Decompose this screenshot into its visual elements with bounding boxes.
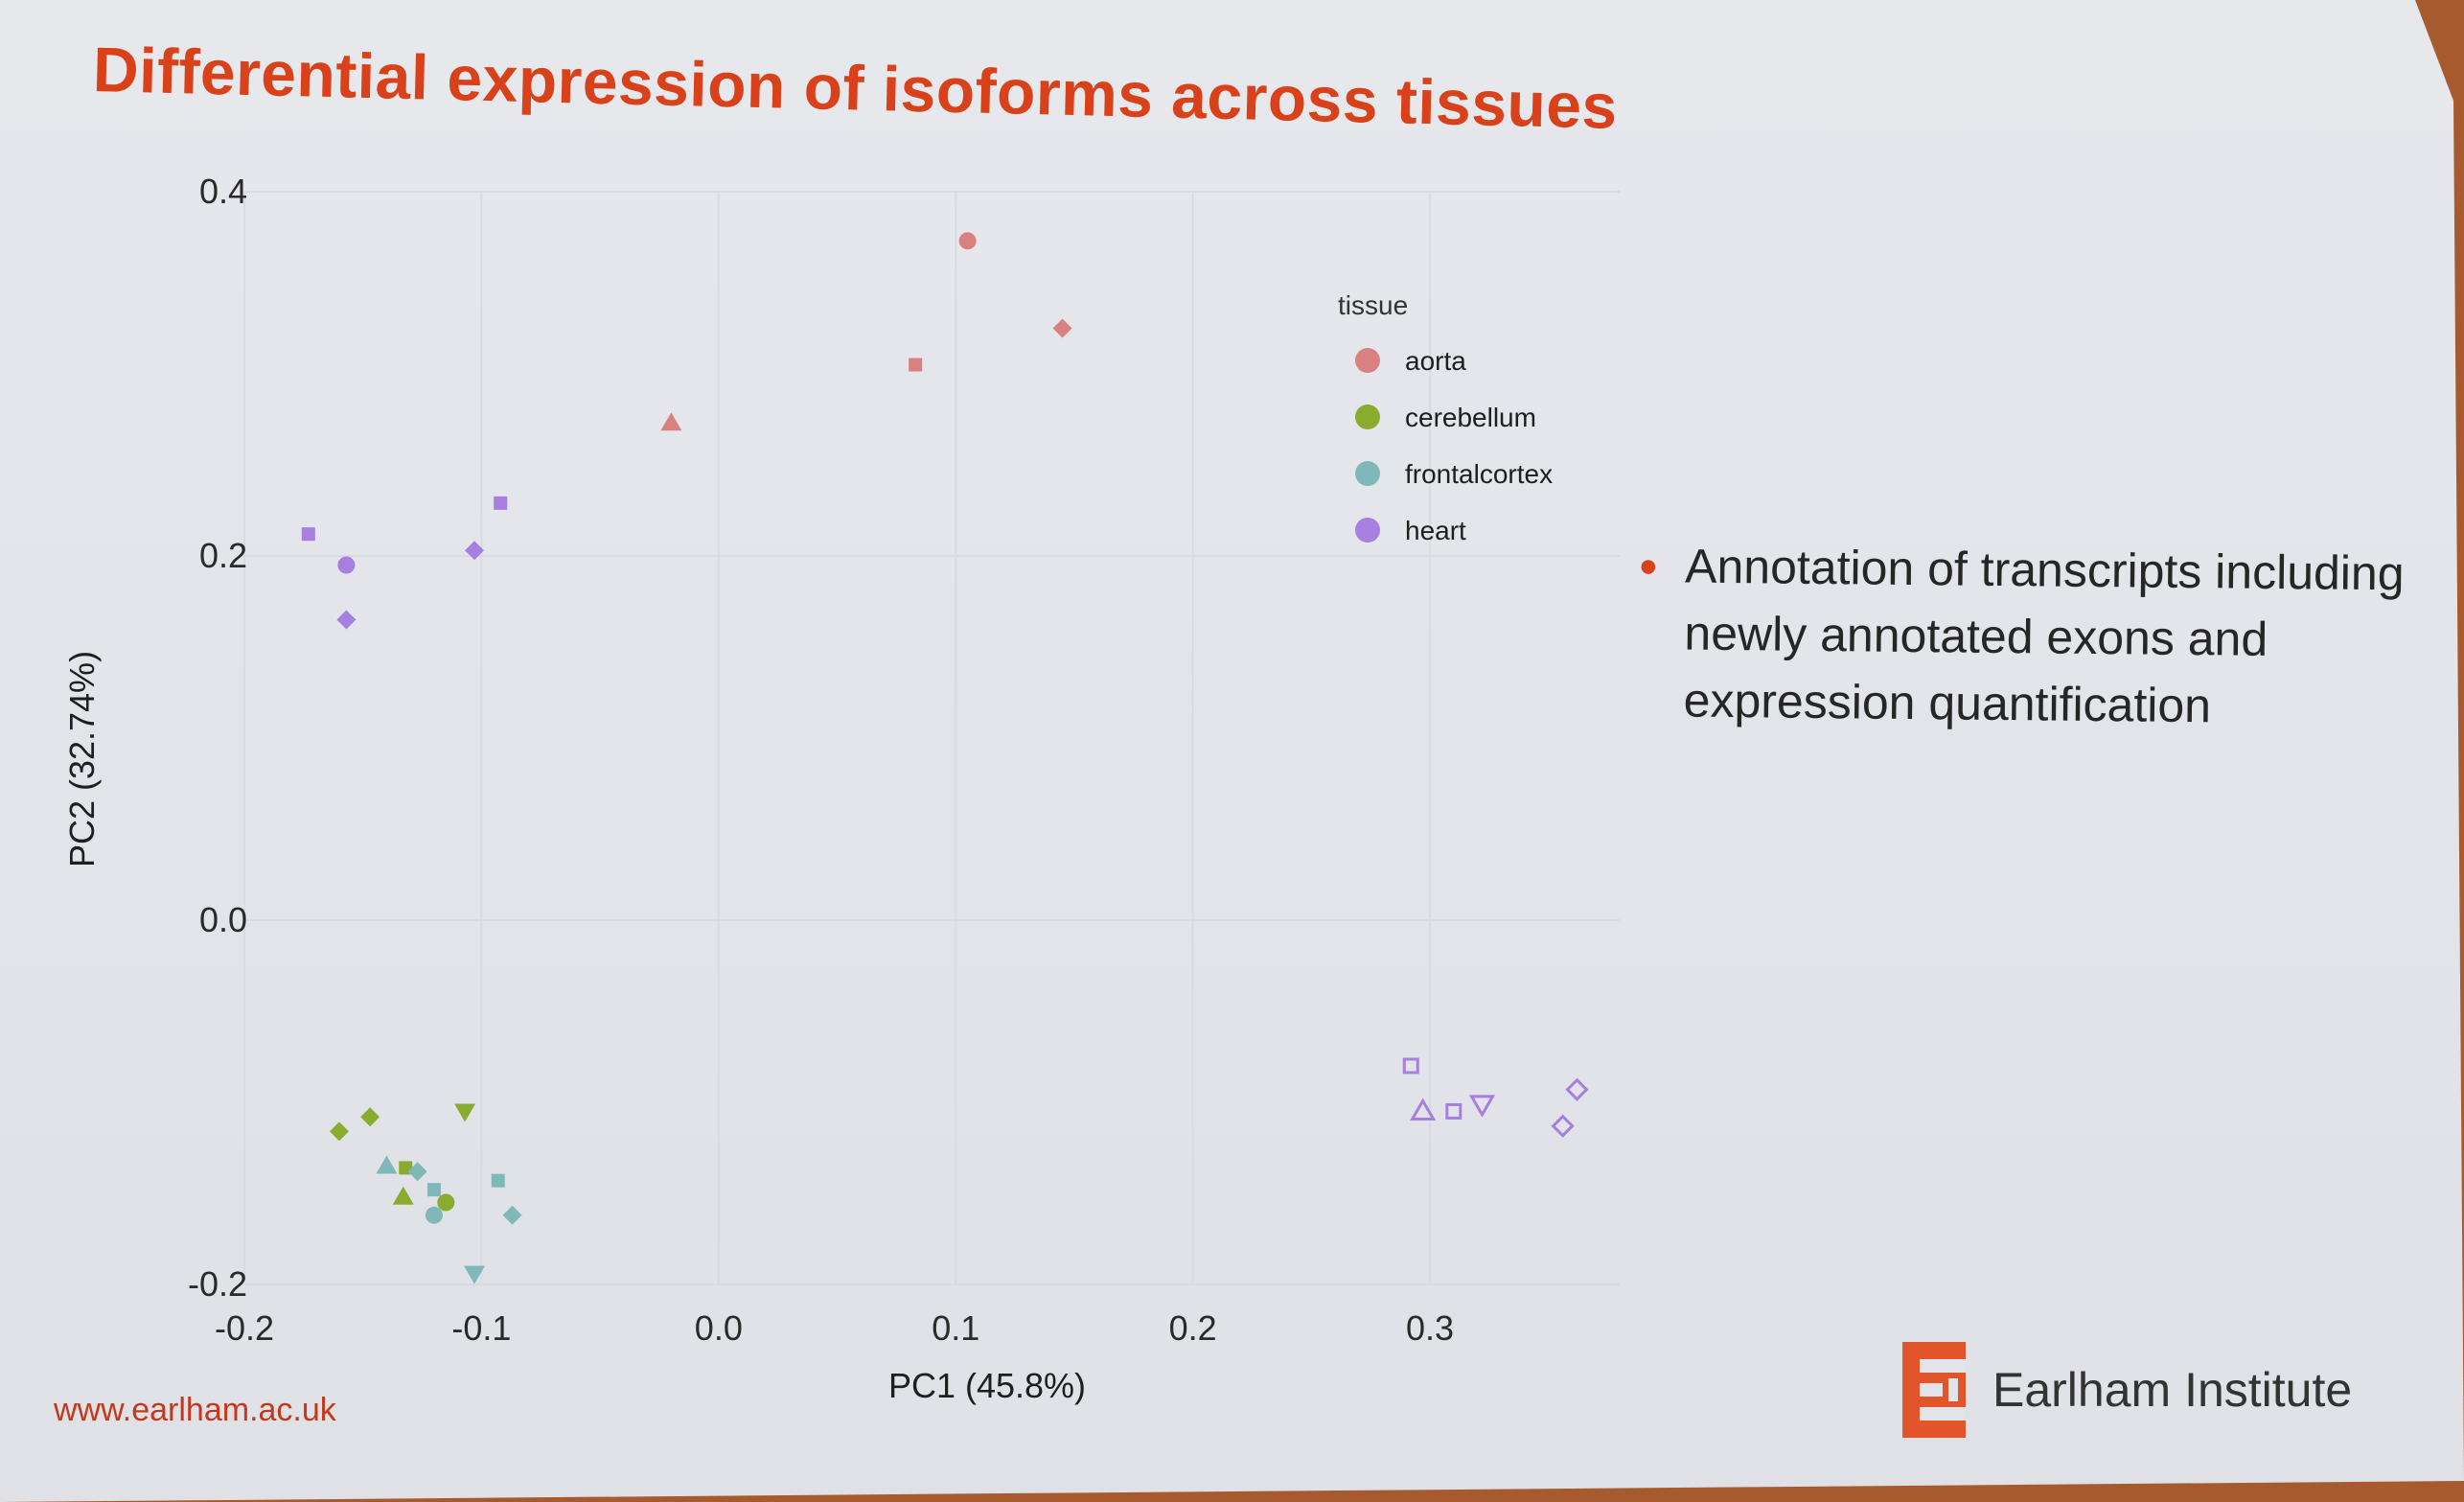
y-tick-label: -0.2 — [188, 1264, 247, 1304]
data-point-heart — [1468, 1095, 1496, 1118]
legend-label-aorta: aorta — [1405, 346, 1466, 376]
data-point-heart — [1410, 1098, 1437, 1121]
axis-ticks: -0.2 -0.1 0.0 0.1 0.2 0.3 0.4 0.2 0.0 -0.2 — [188, 172, 1454, 1348]
data-point-frontalcortex — [426, 1183, 441, 1197]
data-point-frontalcortex — [463, 1265, 485, 1284]
data-point-frontalcortex — [425, 1206, 443, 1224]
legend-swatch-cerebellum — [1355, 404, 1380, 429]
x-tick-label: 0.2 — [1169, 1308, 1217, 1348]
data-point-heart — [301, 527, 315, 542]
x-tick-label: -0.1 — [451, 1308, 511, 1348]
footer-url: www.earlham.ac.uk — [54, 1392, 336, 1428]
y-tick-label: 0.2 — [199, 536, 247, 575]
logo-text: Earlham Institute — [1992, 1363, 2353, 1417]
x-tick-label: 0.1 — [932, 1308, 979, 1348]
data-point-frontalcortex — [407, 1162, 427, 1182]
data-point-cerebellum — [454, 1103, 476, 1122]
y-tick-label: 0.0 — [199, 900, 247, 939]
chart-legend: tissue aorta cerebellum frontalcortex heart — [1338, 290, 1553, 545]
x-tick-label: 0.0 — [695, 1308, 743, 1348]
data-point-aorta — [909, 358, 923, 372]
legend-title: tissue — [1338, 290, 1408, 320]
legend-swatch-frontalcortex — [1355, 461, 1380, 486]
legend-swatch-aorta — [1355, 348, 1380, 373]
earlham-e-logo-icon — [1902, 1342, 1966, 1438]
data-point-cerebellum — [392, 1186, 414, 1205]
legend-label-heart: heart — [1405, 516, 1466, 545]
x-tick-label: -0.2 — [215, 1308, 274, 1348]
data-point-heart — [336, 610, 357, 630]
data-points — [301, 232, 1589, 1284]
data-point-heart — [1565, 1077, 1589, 1101]
y-tick-label: 0.4 — [199, 172, 247, 211]
bullet-dot-icon: ● — [1638, 546, 1659, 585]
legend-label-cerebellum: cerebellum — [1405, 403, 1536, 432]
data-point-aorta — [660, 412, 682, 431]
x-axis-title: PC1 (45.8%) — [888, 1366, 1086, 1405]
data-point-heart — [464, 541, 484, 561]
data-point-frontalcortex — [491, 1173, 505, 1188]
data-point-heart — [1551, 1114, 1575, 1138]
bullet-point: ● Annotation of transcripts including ne… — [1637, 532, 2425, 742]
data-point-heart — [494, 496, 508, 510]
data-point-cerebellum — [329, 1121, 349, 1142]
earlham-logo: Earlham Institute — [1902, 1342, 2352, 1438]
data-point-cerebellum — [360, 1107, 380, 1127]
legend-label-frontalcortex: frontalcortex — [1405, 459, 1553, 489]
data-point-frontalcortex — [502, 1205, 522, 1225]
chart-grid — [243, 191, 1620, 1285]
bullet-text: Annotation of transcripts including newl… — [1683, 539, 2405, 733]
data-point-frontalcortex — [376, 1155, 398, 1174]
data-point-aorta — [1052, 318, 1072, 338]
data-point-heart — [1445, 1103, 1462, 1120]
data-point-aorta — [958, 232, 977, 250]
x-tick-label: 0.3 — [1406, 1308, 1454, 1348]
data-point-cerebellum — [437, 1193, 455, 1212]
data-point-heart — [1402, 1057, 1419, 1075]
data-point-heart — [337, 556, 356, 574]
y-axis-title: PC2 (32.74%) — [62, 651, 102, 867]
legend-swatch-heart — [1355, 518, 1380, 543]
